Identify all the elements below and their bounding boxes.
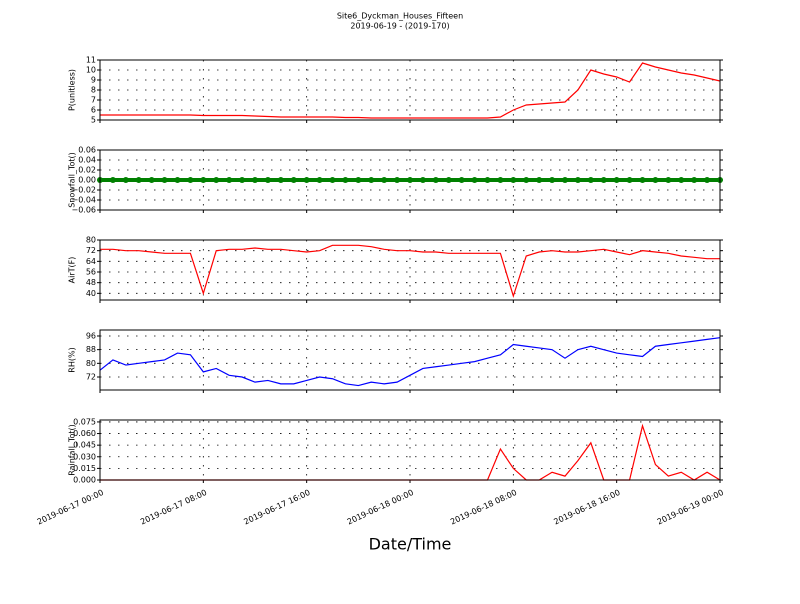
plot-frame — [99, 149, 721, 211]
y-tick-label: 40 — [86, 289, 96, 298]
y-tick-label: −0.06 — [71, 206, 96, 215]
y-tick-label: 6 — [91, 106, 96, 115]
y-tick-label: 0.04 — [78, 156, 96, 165]
y-tick-label: 0.02 — [78, 166, 96, 175]
y-tick-label: 0.030 — [73, 452, 96, 461]
y-tick-label: 11 — [86, 56, 96, 65]
y-tick-label: 9 — [91, 76, 96, 85]
y-tick-label: 5 — [91, 116, 96, 125]
y-axis-label: Snowfall_Tot() — [68, 152, 77, 208]
y-tick-label: 0.075 — [73, 417, 96, 426]
y-tick-label: 0.015 — [73, 464, 96, 473]
y-tick-label: 72 — [86, 246, 96, 255]
y-tick-label: 96 — [86, 331, 96, 340]
y-tick-label: 0.045 — [73, 441, 96, 450]
y-tick-label: 10 — [86, 66, 96, 75]
chart-subtitle: 2019-06-19 - (2019-170) — [350, 22, 449, 31]
plot-frame — [99, 239, 721, 301]
data-line — [99, 337, 721, 387]
x-axis-label: Date/Time — [369, 535, 452, 554]
plot-frame — [99, 329, 721, 391]
plot-frame — [99, 419, 721, 481]
y-axis-label: P(unitless) — [68, 69, 77, 111]
y-tick-label: 0.060 — [73, 429, 96, 438]
y-tick-label: 64 — [86, 257, 96, 266]
y-tick-label: 0.00 — [78, 176, 96, 185]
y-tick-label: 72 — [86, 373, 96, 382]
y-axis-label: RH(%) — [68, 347, 77, 372]
y-tick-label: 88 — [86, 345, 96, 354]
chart-title: Site6_Dyckman_Houses_Fifteen — [337, 12, 463, 21]
y-axis-label: AirT(F) — [68, 257, 77, 284]
y-axis-label: Rainfall_Tot() — [68, 424, 77, 476]
y-tick-label: 7 — [91, 96, 96, 105]
y-tick-label: 80 — [86, 359, 96, 368]
y-tick-label: 56 — [86, 268, 96, 277]
plot-frame — [99, 59, 721, 121]
y-tick-label: −0.04 — [71, 196, 96, 205]
data-line — [100, 244, 720, 299]
y-tick-label: 0.06 — [78, 146, 96, 155]
data-line — [100, 62, 721, 119]
y-tick-label: 80 — [86, 236, 96, 245]
y-tick-label: 8 — [91, 86, 96, 95]
y-tick-label: −0.02 — [71, 186, 96, 195]
y-tick-label: 48 — [86, 278, 96, 287]
y-tick-label: 0.000 — [73, 476, 96, 485]
